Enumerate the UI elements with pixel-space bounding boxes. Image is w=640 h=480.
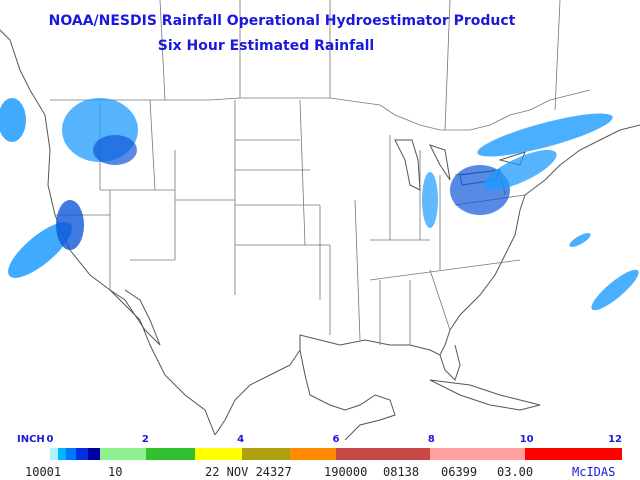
- legend-tick-label: 6: [333, 434, 340, 445]
- legend-tick-label: 8: [428, 434, 435, 445]
- subtitle: Six Hour Estimated Rainfall: [158, 38, 375, 54]
- legend-ticks: 0 2 4 6 8 10 12: [47, 434, 623, 445]
- basemap: [0, 0, 640, 441]
- footer-field: 10: [108, 465, 122, 479]
- footer: 10001 10 22 NOV 24327 190000 08138 06399 03.00: [25, 465, 533, 479]
- legend-tick-label: 0: [47, 434, 54, 445]
- legend-unit: INCH: [17, 434, 45, 445]
- footer-field: 190000: [324, 465, 367, 479]
- legend-tick-label: 4: [237, 434, 244, 445]
- footer-field: 08138: [383, 465, 419, 479]
- footer-field: 06399: [441, 465, 477, 479]
- legend-tick-label: 12: [608, 434, 622, 445]
- legend-tick-label: 10: [520, 434, 534, 445]
- footer-field: 03.00: [497, 465, 533, 479]
- footer-field: 10001: [25, 465, 61, 479]
- rainfall-overlay: [0, 98, 639, 311]
- color-bar: [50, 448, 622, 460]
- footer-field: 22 NOV 24327: [205, 465, 292, 479]
- legend-tick-label: 2: [142, 434, 149, 445]
- brand: McIDAS: [572, 465, 615, 479]
- title: NOAA/NESDIS Rainfall Operational Hydroes…: [49, 13, 516, 29]
